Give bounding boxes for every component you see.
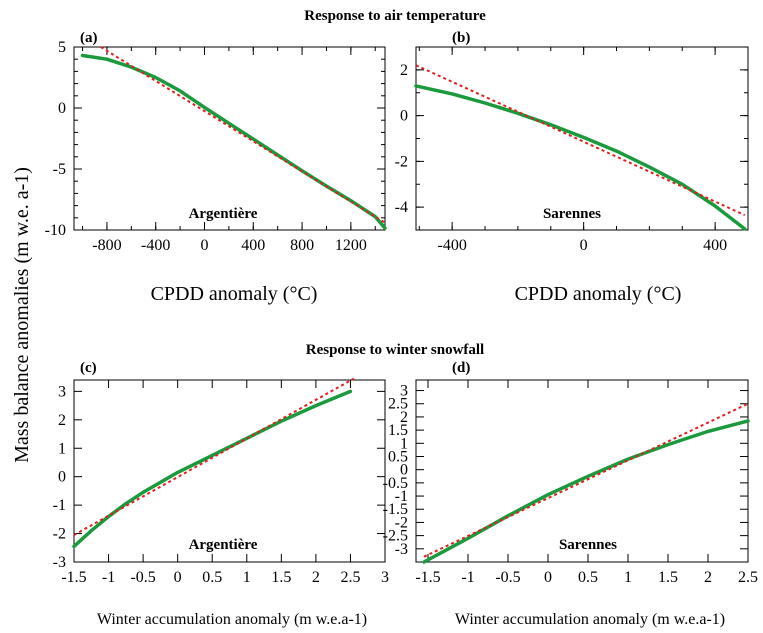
panel-letter-c: (c) (80, 360, 97, 376)
linear-fit-line (100, 46, 386, 224)
y-axis-label: Mass balance anomalies (m w.e. a-1) (11, 167, 33, 463)
x-tick-label: -800 (92, 237, 121, 254)
panel-b: (b) Sarennes CPDD anomaly (°C) -400 0 400 -… (395, 30, 749, 305)
y-tick-label: -0.5 (383, 475, 408, 492)
y-tick-label: 2 (58, 412, 66, 429)
x-tick-label: 0 (544, 569, 552, 586)
y-tick-label: 5 (58, 39, 66, 56)
site-label-c: Argentière (189, 537, 258, 553)
y-tick-label: 0 (400, 462, 408, 479)
y-tick-label: -3 (53, 554, 66, 571)
y-tick-label: -2.5 (383, 528, 408, 545)
x-tick-label: -1.5 (61, 569, 86, 586)
x-tick-label: 0.5 (578, 569, 598, 586)
x-tick-label: 1 (243, 569, 251, 586)
y-tick-label: -1.5 (383, 501, 408, 518)
top-section-title: Response to air temperature (304, 8, 486, 24)
y-tick-label: -10 (45, 222, 66, 239)
site-label-a: Argentière (189, 206, 258, 222)
x-tick-label: 1200 (335, 237, 367, 254)
y-tick-label: 0 (400, 108, 408, 125)
bottom-section-title: Response to winter snowfall (306, 342, 484, 358)
x-axis-label-d: Winter accumulation anomaly (m w.e.a-1) (455, 611, 725, 628)
plot-frame (73, 46, 386, 231)
x-tick-label: 800 (290, 237, 314, 254)
x-tick-label: 0 (580, 237, 588, 254)
x-tick-label: -0.5 (495, 569, 520, 586)
x-tick-label: 0 (174, 569, 182, 586)
y-tick-label: -2 (53, 526, 66, 543)
y-tick-label: -2 (395, 153, 408, 170)
panel-d: (d) Sarennes Winter accumulation anomaly… (383, 360, 758, 628)
x-tick-label: -1 (461, 569, 474, 586)
model-curve (72, 389, 353, 549)
linear-fit-line (73, 377, 355, 536)
y-tick-label: 2 (400, 409, 408, 426)
panel-letter-a: (a) (80, 30, 98, 46)
x-tick-label: 3 (381, 569, 389, 586)
x-tick-label: 0 (200, 237, 208, 254)
x-tick-label: 2 (312, 569, 320, 586)
x-tick-label: -0.5 (130, 569, 155, 586)
model-curve (422, 419, 750, 564)
linear-fit-line (415, 64, 746, 217)
y-tick-label: 3 (400, 383, 408, 400)
y-tick-label: -2 (395, 514, 408, 531)
y-tick-label: 2.5 (388, 396, 408, 413)
x-axis-label-b: CPDD anomaly (°C) (515, 283, 682, 305)
x-tick-label: -400 (141, 237, 170, 254)
x-tick-label: 2 (704, 569, 712, 586)
site-label-d: Sarennes (559, 537, 617, 553)
x-tick-label: 1.5 (658, 569, 678, 586)
y-tick-label: -5 (53, 161, 66, 178)
y-tick-label: 1 (400, 435, 408, 452)
panel-letter-d: (d) (452, 360, 470, 376)
x-axis-label-a: CPDD anomaly (°C) (151, 283, 318, 305)
panel-a: (a) Argentière CPDD anomaly (°C) -800 -40… (45, 30, 387, 305)
site-label-b: Sarennes (543, 206, 601, 222)
x-tick-label: 400 (241, 237, 265, 254)
x-tick-label: 0.5 (202, 569, 222, 586)
y-tick-label: 1 (58, 440, 66, 457)
plot-frame (73, 379, 386, 563)
x-tick-label: -1.5 (415, 569, 440, 586)
y-tick-label: 0.5 (388, 448, 408, 465)
x-tick-label: 1 (624, 569, 632, 586)
y-tick-label: -3 (395, 541, 408, 558)
panel-letter-b: (b) (452, 30, 470, 46)
model-curve (80, 53, 387, 230)
panel-c: (c) Argentière Winter accumulation anoma… (53, 360, 389, 628)
y-tick-label: 0 (58, 100, 66, 117)
x-tick-label: 1.5 (271, 569, 291, 586)
x-tick-label: 2.5 (340, 569, 360, 586)
y-tick-label: -1 (53, 497, 66, 514)
x-tick-label: 2.5 (738, 569, 758, 586)
y-tick-label: 1.5 (388, 422, 408, 439)
x-tick-label: -1 (102, 569, 115, 586)
y-tick-label: 3 (58, 383, 66, 400)
y-tick-label: 2 (400, 62, 408, 79)
x-tick-label: -400 (437, 237, 466, 254)
x-tick-label: 400 (703, 237, 727, 254)
y-tick-label: -1 (395, 488, 408, 505)
x-axis-label-c: Winter accumulation anomaly (m w.e.a-1) (97, 611, 367, 628)
plot-frame (415, 379, 749, 563)
y-tick-label: 0 (58, 469, 66, 486)
model-curve (414, 84, 747, 231)
y-tick-label: -4 (395, 199, 408, 216)
